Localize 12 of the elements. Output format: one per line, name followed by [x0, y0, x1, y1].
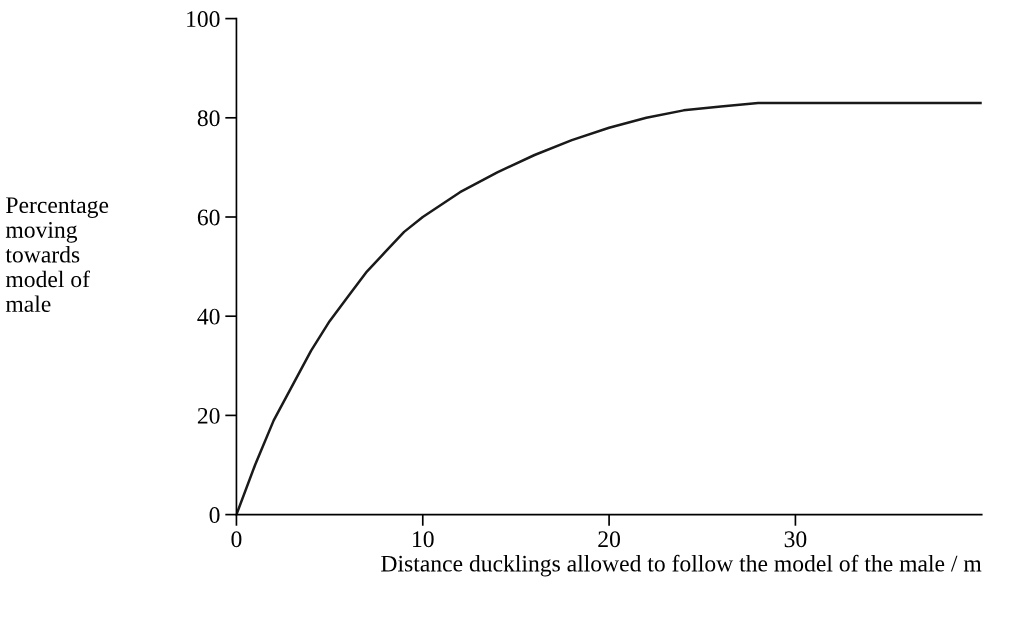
x-tick-label: 0: [231, 531, 242, 548]
y-tick-label: 20: [197, 407, 220, 424]
y-tick-label: 40: [197, 308, 220, 325]
y-tick-label: 80: [197, 110, 220, 127]
y-tick-label: 100: [187, 11, 220, 28]
y-tick-label: 0: [209, 507, 220, 524]
x-tick-label: 30: [784, 531, 807, 548]
x-tick-label: 10: [413, 531, 434, 548]
y-tick-label: 60: [197, 209, 220, 226]
x-tick-label: 20: [598, 531, 620, 548]
x-axis-title: Distance ducklings allowed to follow the model of the male / m: [381, 554, 982, 577]
y-axis-title: Percentage moving towards model of male: [5, 197, 109, 312]
